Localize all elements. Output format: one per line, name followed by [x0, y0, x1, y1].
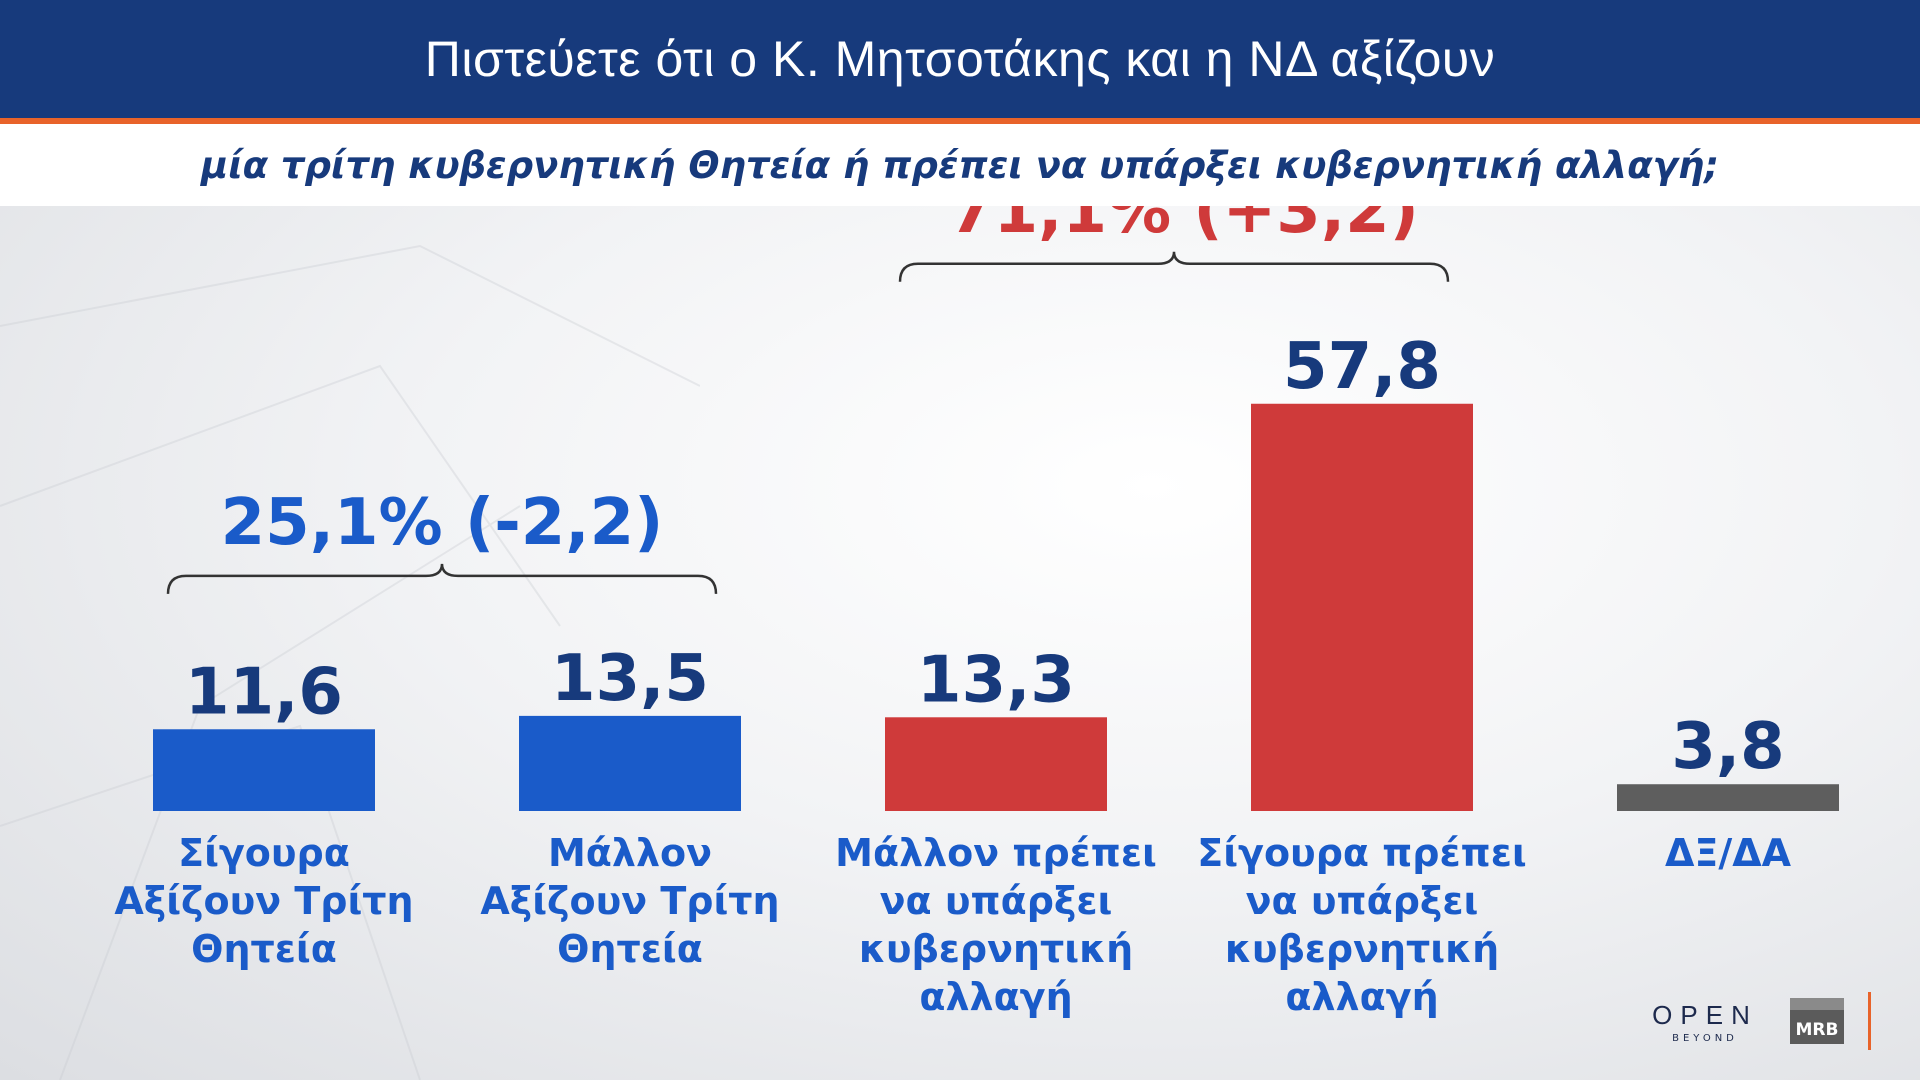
category-label-1-1: Αξίζουν Τρίτη: [480, 879, 779, 923]
category-label-0-1: Αξίζουν Τρίτη: [114, 879, 413, 923]
chart-title: Πιστεύετε ότι ο Κ. Μητσοτάκης και η ΝΔ α…: [424, 31, 1496, 87]
value-label-2: 13,3: [917, 643, 1075, 717]
category-label-1-2: Θητεία: [557, 927, 703, 971]
category-label-2-3: αλλαγή: [919, 975, 1072, 1019]
category-label-4-0: ΔΞ/ΔΑ: [1665, 831, 1792, 875]
value-label-3: 57,8: [1283, 330, 1441, 404]
logo-separator: [1868, 992, 1871, 1050]
group-total-label-0: 25,1% (-2,2): [221, 486, 664, 560]
value-label-0: 11,6: [185, 655, 343, 729]
chart-subtitle: μία τρίτη κυβερνητική Θητεία ή πρέπει να…: [200, 143, 1719, 187]
background-decoration: [0, 244, 700, 1080]
category-label-0-2: Θητεία: [191, 927, 337, 971]
category-label-3-3: αλλαγή: [1285, 975, 1438, 1019]
title-bar: Πιστεύετε ότι ο Κ. Μητσοτάκης και η ΝΔ α…: [0, 0, 1920, 124]
bar-0: [153, 729, 375, 811]
category-label-2-0: Μάλλον πρέπει: [835, 831, 1157, 875]
bar-1: [519, 715, 741, 811]
group-total-label-1: 71,1% (+3,2): [949, 206, 1419, 248]
category-label-0-0: Σίγουρα: [178, 831, 350, 875]
category-label-3-1: να υπάρξει: [1246, 879, 1479, 923]
group-bracket-1: [898, 251, 1450, 282]
bar-3: [1251, 403, 1473, 811]
category-label-2-2: κυβερνητική: [859, 927, 1133, 971]
category-label-2-1: να υπάρξει: [880, 879, 1113, 923]
subtitle-bar: μία τρίτη κυβερνητική Θητεία ή πρέπει να…: [0, 124, 1920, 206]
category-label-3-0: Σίγουρα πρέπει: [1197, 831, 1526, 875]
group-bracket-0: [166, 563, 718, 594]
category-label-1-0: Μάλλον: [548, 831, 712, 875]
category-label-3-2: κυβερνητική: [1225, 927, 1499, 971]
bar-2: [885, 717, 1107, 811]
mrb-logo: MRB: [1790, 998, 1844, 1044]
value-label-4: 3,8: [1671, 710, 1784, 784]
open-beyond-logo: OPEN BEYOND: [1652, 1000, 1758, 1044]
value-label-1: 13,5: [551, 642, 709, 716]
bar-4: [1617, 784, 1839, 811]
